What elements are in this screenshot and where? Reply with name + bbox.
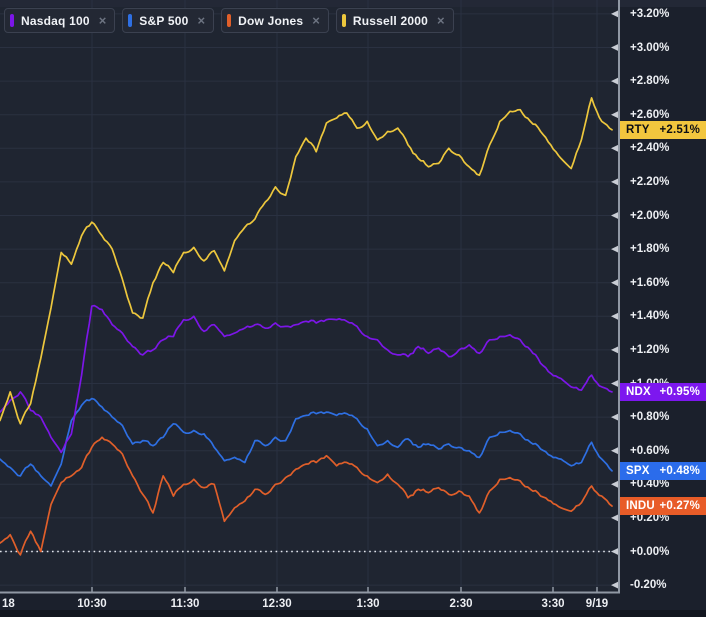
x-axis-tick-label: 9/19 — [585, 598, 609, 610]
y-axis-tick-label: +0.00% — [630, 545, 670, 558]
y-axis-tick-arrow — [611, 178, 618, 186]
badge-value: +0.95% — [659, 385, 700, 398]
y-axis-tick-arrow — [611, 413, 618, 421]
y-axis-tick-arrow — [611, 346, 618, 354]
x-axis-tick-label: 11:30 — [170, 598, 200, 610]
series-line-spx — [0, 397, 613, 487]
y-axis-tick-arrow — [611, 380, 618, 387]
y-axis-tick-label: +1.40% — [630, 310, 670, 323]
chart-top-edge — [0, 0, 706, 7]
y-axis-tick-label: +3.20% — [630, 7, 670, 20]
badge-value: +0.27% — [659, 500, 700, 513]
close-icon[interactable]: × — [98, 13, 107, 28]
y-axis-tick-label: +2.80% — [630, 75, 670, 88]
last-value-badge-indu: INDU +0.27% — [620, 497, 706, 516]
legend-chip-sp-500[interactable]: S&P 500 × — [122, 8, 215, 33]
y-axis-tick-label: +2.60% — [630, 108, 670, 121]
badge-value: +2.51% — [659, 123, 700, 136]
y-axis-tick-label: +2.20% — [630, 175, 670, 188]
y-axis-tick-arrow — [611, 44, 618, 51]
badge-ticker: INDU — [626, 500, 655, 513]
series-line-ndx — [0, 304, 613, 454]
last-value-badge-ndx: NDX +0.95% — [620, 382, 706, 401]
y-axis-tick-arrow — [611, 111, 618, 119]
badge-ticker: RTY — [626, 123, 650, 136]
y-axis-tick-arrow — [611, 548, 618, 555]
plot-background — [0, 0, 618, 592]
series-color-swatch-sp-500 — [128, 14, 133, 27]
close-icon[interactable]: × — [197, 13, 206, 28]
y-axis-tick-arrow — [611, 480, 618, 488]
x-axis-tick-label: 2:30 — [449, 598, 473, 610]
y-axis-tick-label: +1.60% — [630, 276, 670, 289]
legend-chip-label: Nasdaq 100 — [21, 13, 90, 28]
badge-ticker: SPX — [626, 464, 650, 477]
y-axis-tick-label: +3.00% — [630, 41, 670, 54]
y-axis-tick-arrow — [611, 10, 618, 18]
y-axis-tick-label: +2.40% — [630, 142, 670, 155]
x-axis-tick-label: 1:30 — [356, 598, 380, 610]
legend-chip-russell-2000[interactable]: Russell 2000 × — [335, 8, 454, 33]
series-line-rty — [0, 97, 613, 425]
x-axis-tick-label: 10:30 — [77, 598, 107, 610]
y-axis-tick-arrow — [611, 279, 618, 287]
x-axis-tick-label: 3:30 — [541, 598, 565, 610]
y-axis-tick-label: +1.20% — [630, 343, 670, 356]
last-value-badge-spx: SPX +0.48% — [620, 461, 706, 480]
chart-bottom-edge — [0, 610, 706, 617]
y-axis-tick-label: +0.80% — [630, 411, 670, 424]
legend-chip-nasdaq-100[interactable]: Nasdaq 100 × — [4, 8, 116, 33]
legend: Nasdaq 100 × S&P 500 × Dow Jones × Russe… — [4, 8, 454, 33]
series-color-swatch-nasdaq-100 — [10, 14, 14, 27]
y-axis-tick-label: -0.20% — [630, 579, 667, 592]
y-axis-tick-arrow — [611, 77, 618, 85]
y-axis-tick-arrow — [611, 212, 618, 219]
close-icon[interactable]: × — [436, 13, 445, 28]
y-axis-tick-label: +0.40% — [630, 478, 670, 491]
y-axis-tick-label: +2.00% — [630, 209, 670, 222]
legend-chip-label: Dow Jones — [238, 13, 304, 28]
x-axis-tick-label: 12:30 — [262, 598, 292, 610]
series-line-indu — [0, 436, 613, 556]
y-axis-tick-arrow — [611, 581, 618, 589]
legend-chip-label: Russell 2000 — [352, 13, 428, 28]
series-color-swatch-russell-2000 — [341, 14, 346, 27]
badge-ticker: NDX — [626, 385, 651, 398]
y-axis-tick-arrow — [611, 447, 618, 455]
legend-chip-label: S&P 500 — [139, 13, 189, 28]
legend-chip-dow-jones[interactable]: Dow Jones × — [221, 8, 329, 33]
last-value-badge-rty: RTY +2.51% — [620, 120, 706, 139]
series-color-swatch-dow-jones — [227, 14, 232, 27]
y-axis-tick-label: +0.60% — [630, 444, 670, 457]
y-axis-tick-label: +1.80% — [630, 243, 670, 256]
y-axis-tick-arrow — [611, 245, 618, 253]
x-axis-tick-label: 18 — [2, 598, 15, 610]
y-axis-tick-arrow — [611, 514, 618, 522]
close-icon[interactable]: × — [312, 13, 320, 28]
badge-value: +0.48% — [659, 464, 700, 477]
y-axis-tick-arrow — [611, 312, 618, 320]
y-axis-tick-arrow — [611, 144, 618, 152]
